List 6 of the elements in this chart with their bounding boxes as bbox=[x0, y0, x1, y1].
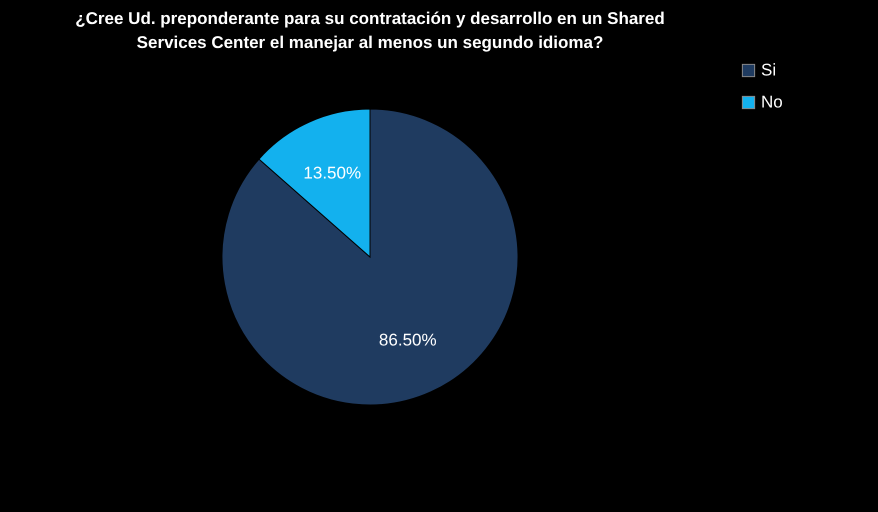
chart-title: ¿Cree Ud. preponderante para su contratación y desarrollo en un Shared Services Center el manejar al menos un segundo idioma? bbox=[75, 9, 665, 52]
data-label: 13.50% bbox=[303, 163, 362, 182]
legend-label: Si bbox=[761, 60, 776, 80]
pie-slice bbox=[222, 108, 518, 406]
legend-label: No bbox=[761, 92, 783, 112]
data-label: 86.50% bbox=[378, 330, 437, 350]
